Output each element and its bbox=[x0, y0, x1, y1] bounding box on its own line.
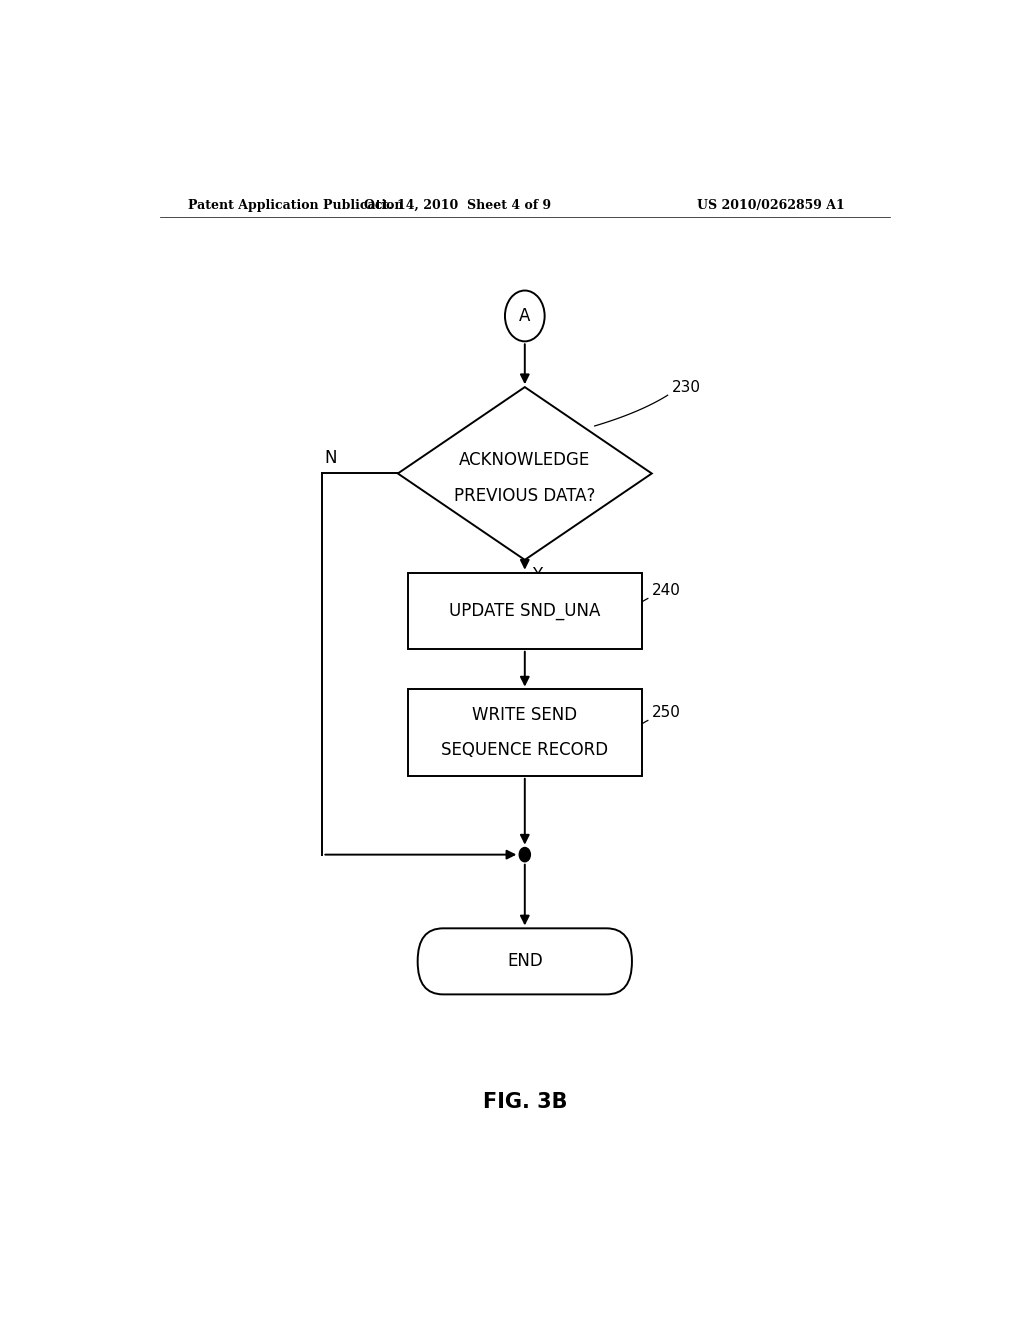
Text: PREVIOUS DATA?: PREVIOUS DATA? bbox=[454, 487, 596, 504]
Text: UPDATE SND_UNA: UPDATE SND_UNA bbox=[450, 602, 600, 619]
FancyBboxPatch shape bbox=[418, 928, 632, 994]
Circle shape bbox=[519, 847, 530, 862]
Text: SEQUENCE RECORD: SEQUENCE RECORD bbox=[441, 741, 608, 759]
FancyBboxPatch shape bbox=[408, 573, 642, 649]
Text: A: A bbox=[519, 308, 530, 325]
Text: WRITE SEND: WRITE SEND bbox=[472, 706, 578, 725]
Text: Patent Application Publication: Patent Application Publication bbox=[187, 198, 403, 211]
Text: 240: 240 bbox=[652, 583, 681, 598]
Polygon shape bbox=[397, 387, 652, 560]
Text: FIG. 3B: FIG. 3B bbox=[482, 1092, 567, 1111]
Text: 230: 230 bbox=[672, 380, 700, 395]
Text: Oct. 14, 2010  Sheet 4 of 9: Oct. 14, 2010 Sheet 4 of 9 bbox=[364, 198, 551, 211]
Text: ACKNOWLEDGE: ACKNOWLEDGE bbox=[459, 451, 591, 470]
Text: END: END bbox=[507, 952, 543, 970]
Text: N: N bbox=[325, 449, 337, 467]
Text: 250: 250 bbox=[652, 705, 681, 719]
Text: Y: Y bbox=[531, 566, 542, 585]
FancyBboxPatch shape bbox=[408, 689, 642, 776]
Text: US 2010/0262859 A1: US 2010/0262859 A1 bbox=[697, 198, 845, 211]
